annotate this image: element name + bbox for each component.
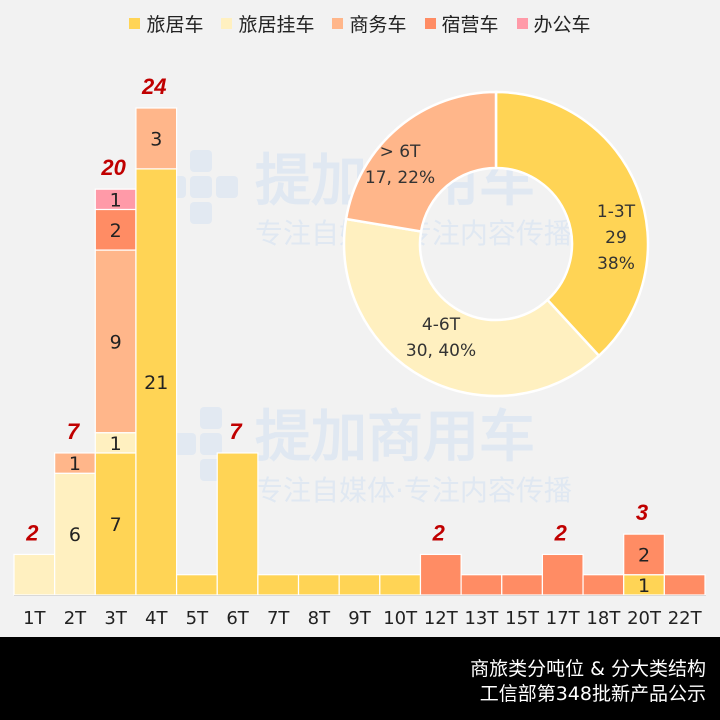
bar-segment bbox=[379, 574, 422, 596]
donut-slice-label: 1-3T bbox=[597, 202, 636, 222]
donut-slice-label: 38% bbox=[597, 254, 635, 274]
x-tick-label: 9T bbox=[348, 608, 371, 629]
bar-segment bbox=[135, 168, 178, 596]
donut-slice-label: > 6T bbox=[380, 142, 421, 162]
legend-item: 办公车 bbox=[516, 10, 591, 37]
bar-segment bbox=[13, 553, 56, 596]
bar-segment bbox=[338, 574, 381, 596]
bar-total-label: 7 bbox=[229, 419, 243, 444]
bar-segment bbox=[501, 574, 544, 596]
legend-label: 办公车 bbox=[533, 14, 591, 36]
legend-swatch bbox=[424, 18, 436, 29]
x-tick-label: 1T bbox=[23, 608, 46, 629]
footer: 商旅类分吨位 & 分大类结构 工信部第348批新产品公示 bbox=[0, 637, 720, 720]
bar-total-label: 20 bbox=[100, 155, 126, 180]
bar-total-label: 2 bbox=[432, 520, 446, 545]
bar-segment bbox=[541, 553, 584, 596]
bar-totals: 2 7 20 24 7 2 2 3 bbox=[25, 74, 648, 545]
segment-value-label: 9 bbox=[110, 331, 122, 353]
donut-chart: 1-3T 29 38% 4-6T 30, 40% > 6T 17, 22% bbox=[342, 90, 650, 398]
legend-swatch bbox=[221, 18, 233, 29]
legend-item: 旅居挂车 bbox=[221, 10, 314, 37]
x-tick-label: 5T bbox=[186, 608, 209, 629]
watermark-logo-lower bbox=[174, 407, 222, 481]
x-tick-label: 3T bbox=[104, 608, 127, 629]
footer-title: 商旅类分吨位 & 分大类结构 bbox=[470, 658, 706, 680]
legend-item: 商务车 bbox=[332, 10, 407, 37]
bar-total-label: 24 bbox=[141, 74, 166, 99]
segment-value-label: 2 bbox=[110, 220, 122, 242]
segment-value-label: 1 bbox=[638, 575, 650, 597]
bar-segment bbox=[175, 574, 218, 596]
donut-slice-label: 4-6T bbox=[422, 315, 461, 335]
donut-slice bbox=[344, 90, 498, 233]
bar-segment bbox=[135, 107, 178, 170]
x-tick-label: 12T bbox=[424, 608, 459, 629]
bar-total-label: 7 bbox=[67, 419, 81, 444]
donut-slice-label: 29 bbox=[605, 228, 627, 248]
segment-value-label: 21 bbox=[144, 372, 168, 394]
legend-label: 商务车 bbox=[349, 14, 407, 36]
x-tick-label: 6T bbox=[226, 608, 249, 629]
bar-segment bbox=[582, 574, 625, 596]
x-tick-label: 8T bbox=[308, 608, 331, 629]
segment-value-label: 1 bbox=[69, 453, 81, 475]
bar-total-label: 3 bbox=[636, 500, 648, 525]
legend-item: 宿营车 bbox=[424, 10, 499, 37]
legend-swatch bbox=[516, 18, 528, 29]
segment-value-label: 1 bbox=[110, 433, 122, 455]
legend: 旅居车 旅居挂车 商务车 宿营车 办公车 bbox=[0, 10, 720, 37]
legend-item: 旅居车 bbox=[129, 10, 203, 37]
x-tick-label: 2T bbox=[64, 608, 87, 629]
legend-swatch bbox=[332, 18, 344, 29]
x-tick-label: 13T bbox=[464, 608, 499, 629]
donut-slice-label: 17, 22% bbox=[365, 168, 435, 188]
segment-value-label: 2 bbox=[638, 544, 650, 566]
x-axis-ticks: 1T 2T 3T 4T 5T 6T 7T 8T 9T 10T 12T 13T 15T 17T 18T 20T 2… bbox=[23, 608, 703, 629]
x-tick-label: 4T bbox=[145, 608, 168, 629]
watermark-slogan-lower: 专注自媒体·专注内容传播 bbox=[255, 474, 572, 507]
bar-segment bbox=[216, 452, 259, 596]
bar-total-label: 2 bbox=[25, 520, 39, 545]
bar-segment bbox=[257, 574, 300, 596]
donut-slice bbox=[342, 217, 601, 398]
bar-segment bbox=[460, 574, 503, 596]
bar-segment bbox=[94, 208, 137, 251]
segment-value-label: 7 bbox=[110, 514, 122, 536]
watermark-brand-lower: 提加商用车 bbox=[255, 405, 535, 470]
x-tick-label: 17T bbox=[546, 608, 581, 629]
segment-value-label: 3 bbox=[150, 128, 162, 150]
x-tick-label: 7T bbox=[267, 608, 290, 629]
x-tick-label: 18T bbox=[586, 608, 621, 629]
segment-value-label: 1 bbox=[110, 189, 122, 211]
segment-value-label: 6 bbox=[69, 524, 81, 546]
bar-segment bbox=[419, 553, 462, 596]
donut-slice bbox=[494, 90, 650, 358]
bar-segment bbox=[623, 533, 665, 576]
donut-slice-label: 30, 40% bbox=[406, 341, 476, 361]
legend-label: 旅居挂车 bbox=[238, 14, 315, 36]
x-tick-label: 15T bbox=[505, 608, 540, 629]
bar-segment bbox=[297, 574, 340, 596]
bar-segment bbox=[663, 574, 706, 596]
x-tick-label: 20T bbox=[627, 608, 662, 629]
bar-total-label: 2 bbox=[554, 520, 568, 545]
x-tick-label: 10T bbox=[383, 608, 418, 629]
x-tick-label: 22T bbox=[668, 608, 703, 629]
legend-swatch bbox=[129, 18, 141, 29]
legend-label: 宿营车 bbox=[441, 14, 499, 36]
footer-subtitle: 工信部第348批新产品公示 bbox=[479, 683, 706, 705]
legend-label: 旅居车 bbox=[146, 14, 204, 36]
